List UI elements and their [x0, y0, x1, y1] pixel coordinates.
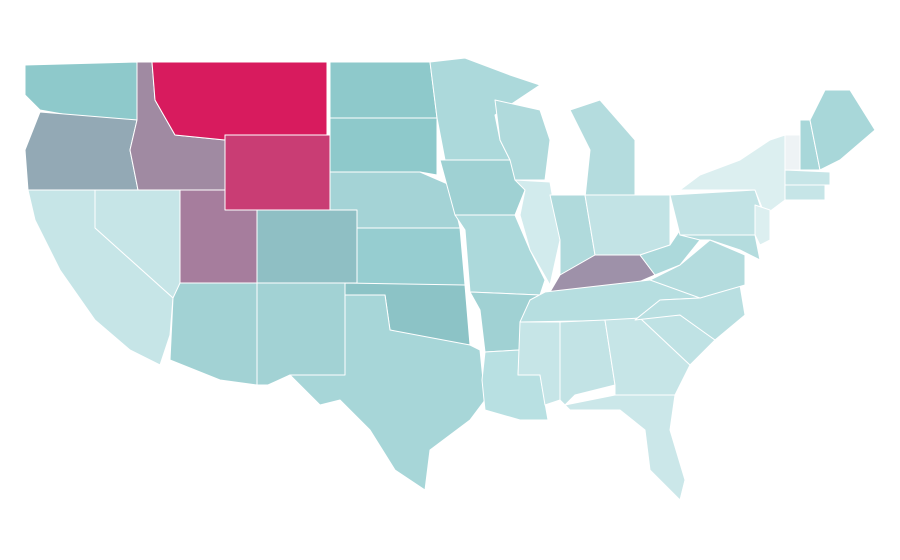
region [669, 189, 766, 236]
region [784, 134, 801, 171]
region [784, 184, 826, 201]
region [329, 61, 438, 119]
region [569, 99, 636, 199]
region [584, 194, 671, 256]
region [356, 227, 466, 286]
region [679, 234, 761, 261]
region [24, 61, 138, 121]
region [224, 134, 331, 211]
region [169, 282, 258, 386]
region [429, 57, 541, 161]
region [564, 394, 686, 501]
region [514, 179, 561, 286]
region [289, 294, 486, 491]
region [256, 282, 346, 386]
region [784, 169, 831, 186]
region [24, 111, 139, 191]
region [809, 89, 876, 171]
region [439, 159, 526, 216]
region [256, 209, 358, 284]
region [329, 117, 438, 176]
region [494, 99, 551, 181]
region [754, 204, 771, 246]
region [454, 214, 546, 296]
region [151, 61, 328, 141]
region [634, 284, 746, 341]
region [27, 189, 174, 366]
